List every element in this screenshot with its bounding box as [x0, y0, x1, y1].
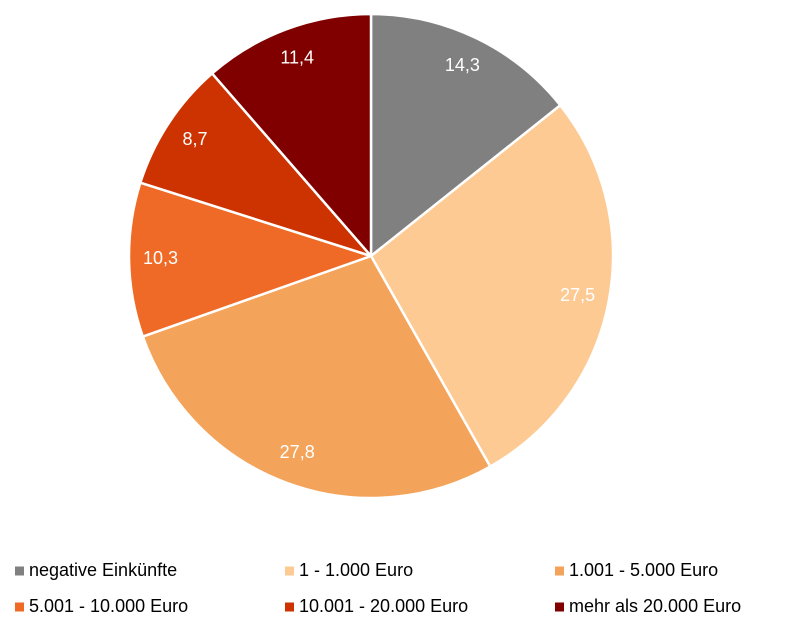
legend-marker [15, 566, 24, 576]
data-label: 27,8 [280, 442, 315, 462]
legend-label: negative Einkünfte [29, 560, 177, 580]
legend-label: 1 - 1.000 Euro [299, 560, 413, 580]
pie-slice [139, 72, 373, 258]
legend-marker [285, 566, 294, 576]
data-label: 27,5 [560, 285, 595, 305]
legend-label: 1.001 - 5.000 Euro [569, 560, 718, 580]
legend-marker [15, 602, 24, 612]
pie-slice [127, 181, 373, 338]
data-label: 14,3 [445, 55, 480, 75]
legend-label: mehr als 20.000 Euro [569, 596, 741, 616]
legend-marker [285, 602, 294, 612]
legend-label: 5.001 - 10.000 Euro [29, 596, 188, 616]
pie-slice [369, 12, 562, 258]
data-label: 8,7 [183, 129, 208, 149]
pie-slice [369, 104, 615, 468]
legend-label: 10.001 - 20.000 Euro [299, 596, 468, 616]
data-label: 10,3 [143, 248, 178, 268]
pie-slice [210, 12, 373, 258]
data-label: 11,4 [280, 48, 314, 68]
legend-marker [555, 602, 564, 612]
legend-marker [555, 566, 564, 576]
pie-slice [141, 254, 492, 500]
